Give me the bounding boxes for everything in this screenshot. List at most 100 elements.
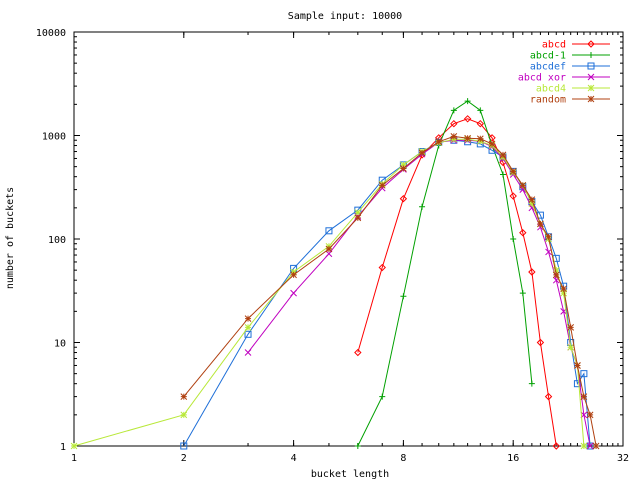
data-point <box>325 227 333 235</box>
data-point <box>354 209 362 216</box>
data-point <box>488 134 496 142</box>
data-point <box>476 135 484 143</box>
series-layer <box>70 98 600 450</box>
data-point <box>464 98 471 105</box>
series-line <box>357 100 533 447</box>
data-point <box>399 195 408 203</box>
data-point <box>488 140 496 148</box>
data-point <box>290 271 297 279</box>
data-point <box>587 40 595 48</box>
data-point <box>435 138 443 146</box>
data-point <box>180 393 188 400</box>
x-tick-label: 32 <box>617 453 629 464</box>
data-point <box>464 134 471 142</box>
data-point <box>587 84 595 92</box>
data-point <box>560 285 567 293</box>
data-point <box>450 133 458 140</box>
data-point <box>400 293 407 300</box>
data-point <box>509 192 517 200</box>
data-point <box>544 392 553 401</box>
y-tick-label: 10000 <box>36 28 66 39</box>
data-point <box>290 289 297 297</box>
data-point <box>354 214 362 222</box>
data-point <box>509 168 517 175</box>
data-point <box>545 248 552 256</box>
data-point <box>510 236 517 242</box>
y-tick-label: 1000 <box>42 132 66 143</box>
data-point <box>536 338 545 347</box>
data-point <box>400 161 407 169</box>
data-point <box>450 119 458 128</box>
data-point <box>519 229 527 237</box>
legend-label: random <box>530 95 566 106</box>
data-point <box>378 181 386 189</box>
data-point <box>244 324 252 331</box>
data-point <box>244 330 252 338</box>
y-tick-label: 100 <box>48 235 66 246</box>
data-point <box>587 73 595 81</box>
y-tick-label: 10 <box>54 339 66 350</box>
data-point <box>519 181 527 189</box>
data-point <box>528 200 536 207</box>
data-point <box>567 324 575 331</box>
x-tick-label: 2 <box>181 453 187 464</box>
data-point <box>400 165 407 172</box>
data-point <box>528 268 536 276</box>
data-point <box>244 349 252 356</box>
x-tick-label: 8 <box>400 453 406 464</box>
data-point <box>552 271 560 279</box>
chart-title: Sample input: 10000 <box>288 11 402 22</box>
y-tick-label: 1 <box>60 442 66 453</box>
data-point <box>586 442 594 450</box>
data-point <box>379 393 386 400</box>
data-point <box>180 442 188 450</box>
data-point <box>567 343 575 351</box>
data-point <box>574 362 581 369</box>
data-point <box>528 380 535 387</box>
data-point <box>552 266 560 274</box>
data-point <box>552 442 560 450</box>
data-point <box>325 250 333 258</box>
data-point <box>587 62 595 70</box>
legend-label: abcd-1 <box>530 51 566 62</box>
data-point <box>70 442 78 450</box>
legend-label: abcd4 <box>536 84 566 95</box>
data-point <box>477 107 484 114</box>
series-random <box>180 133 600 450</box>
series-line <box>73 138 585 447</box>
axis-ticks: 1 2 4 8 16 32 1 10 100 1000 10000 <box>36 28 629 464</box>
series-abcd-1 <box>354 98 535 449</box>
data-point <box>378 263 386 272</box>
legend-label: abcd <box>542 40 566 51</box>
x-tick-label: 1 <box>71 453 77 464</box>
data-point <box>528 196 536 204</box>
data-point <box>419 203 426 210</box>
series-line <box>183 135 597 447</box>
data-point <box>537 220 544 228</box>
series-line <box>357 118 557 447</box>
data-point <box>325 245 333 253</box>
x-axis-label: bucket length <box>311 469 389 480</box>
data-point <box>418 149 426 157</box>
data-point <box>573 380 581 388</box>
series-line <box>247 139 591 447</box>
series-abcd-xor <box>244 136 594 450</box>
x-tick-label: 16 <box>507 453 519 464</box>
data-point <box>588 52 594 58</box>
series-abcd <box>354 115 560 450</box>
data-point <box>499 151 507 159</box>
data-point <box>244 315 252 323</box>
data-point <box>354 443 361 449</box>
data-point <box>580 393 588 400</box>
data-point <box>560 289 567 297</box>
y-axis-label: number of buckets <box>5 187 16 289</box>
data-point <box>463 115 472 123</box>
data-point <box>354 348 362 357</box>
legend-label: abcd xor <box>518 73 566 84</box>
data-point <box>580 370 588 378</box>
x-tick-label: 4 <box>291 453 297 464</box>
data-point <box>476 119 485 128</box>
data-point <box>450 107 457 114</box>
